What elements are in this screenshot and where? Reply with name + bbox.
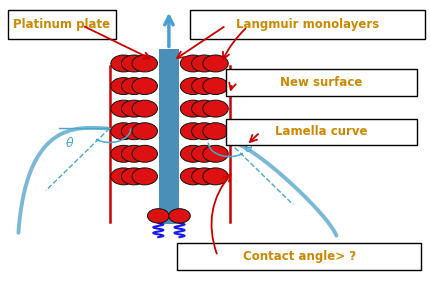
Circle shape (203, 100, 228, 117)
FancyBboxPatch shape (8, 10, 116, 40)
Circle shape (132, 78, 157, 95)
FancyBboxPatch shape (226, 69, 416, 96)
Text: New surface: New surface (280, 76, 362, 89)
Bar (158, 49, 178, 224)
Circle shape (121, 168, 147, 185)
Circle shape (121, 123, 147, 140)
Circle shape (121, 145, 147, 162)
FancyBboxPatch shape (190, 10, 424, 40)
Circle shape (203, 145, 228, 162)
Circle shape (121, 78, 147, 95)
Circle shape (180, 123, 205, 140)
Circle shape (111, 168, 136, 185)
Text: Lamella curve: Lamella curve (275, 125, 367, 139)
Text: θ: θ (65, 137, 73, 150)
Circle shape (147, 209, 169, 223)
Circle shape (111, 100, 136, 117)
FancyBboxPatch shape (226, 119, 416, 145)
Circle shape (111, 78, 136, 95)
Circle shape (132, 145, 157, 162)
Circle shape (180, 78, 205, 95)
Circle shape (111, 55, 136, 72)
Circle shape (180, 100, 205, 117)
Circle shape (191, 55, 217, 72)
Circle shape (203, 78, 228, 95)
Circle shape (180, 145, 205, 162)
Circle shape (121, 100, 147, 117)
Circle shape (191, 123, 217, 140)
Circle shape (111, 145, 136, 162)
Circle shape (191, 78, 217, 95)
Circle shape (132, 100, 157, 117)
Text: θ: θ (244, 142, 252, 155)
Circle shape (132, 123, 157, 140)
Circle shape (168, 209, 190, 223)
Circle shape (111, 123, 136, 140)
Circle shape (191, 168, 217, 185)
Circle shape (180, 55, 205, 72)
Text: Platinum plate: Platinum plate (13, 18, 110, 31)
Text: Langmuir monolayers: Langmuir monolayers (236, 18, 378, 31)
Circle shape (191, 100, 217, 117)
Circle shape (203, 168, 228, 185)
Circle shape (132, 168, 157, 185)
Circle shape (180, 168, 205, 185)
Text: Contact angle> ?: Contact angle> ? (242, 250, 355, 262)
Circle shape (203, 55, 228, 72)
Circle shape (121, 55, 147, 72)
Circle shape (191, 145, 217, 162)
Circle shape (203, 123, 228, 140)
FancyBboxPatch shape (177, 243, 420, 270)
Circle shape (132, 55, 157, 72)
